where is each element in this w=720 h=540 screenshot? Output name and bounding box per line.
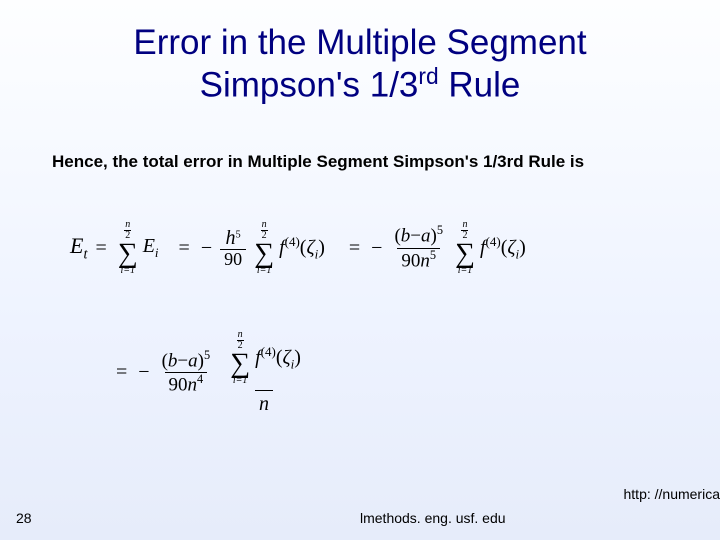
frac-ba5-90n5: (b−a)5 90n5 (390, 224, 447, 271)
body-text: Hence, the total error in Multiple Segme… (52, 152, 584, 172)
footer-url-right: http: //numerica (624, 486, 720, 502)
sum-2: n2 ∑ i=1 (254, 220, 274, 276)
formula-line-2: = − (b−a)5 90n4 n2 ∑ i=1 (110, 330, 308, 415)
minus-2: − (368, 237, 385, 260)
eq-2: = (161, 237, 196, 260)
f4-zeta-3: f(4)(ζi) (255, 345, 301, 372)
footer-url-center: lmethods. eng. usf. edu (360, 510, 506, 526)
eq-3: = (327, 237, 366, 260)
f4-zeta-2: f(4)(ζi) (480, 234, 526, 263)
slide: Error in the Multiple Segment Simpson's … (0, 0, 720, 540)
sum-4: n2 ∑ i=1 (230, 330, 250, 386)
title-line2-pre: Simpson's 1/3 (200, 66, 419, 105)
title-line2-post: Rule (439, 66, 521, 105)
term-Ei: Ei (143, 235, 159, 261)
slide-title: Error in the Multiple Segment Simpson's … (0, 0, 720, 106)
minus-3: − (135, 361, 152, 384)
sym-E: Et (70, 233, 87, 263)
formula-area: Et = n2 ∑ i=1 Ei = − h5 90 n2 ∑ i=1 f(4)… (70, 220, 670, 420)
frac-sum-over-n: n2 ∑ i=1 f(4)(ζi) n (223, 330, 305, 415)
title-sup: rd (418, 63, 438, 89)
frac-h5-90: h5 90 (220, 227, 246, 270)
sum-3: n2 ∑ i=1 (455, 220, 475, 276)
frac-ba5-90n4: (b−a)5 90n4 (158, 349, 215, 396)
eq-4: = (110, 361, 133, 384)
title-line1: Error in the Multiple Segment (133, 23, 586, 62)
minus-1: − (198, 237, 215, 260)
eq-1: = (89, 237, 112, 260)
sum-1: n2 ∑ i=1 (118, 220, 138, 276)
slide-number: 28 (16, 510, 32, 526)
formula-line-1: Et = n2 ∑ i=1 Ei = − h5 90 n2 ∑ i=1 f(4)… (70, 220, 526, 276)
f4-zeta-1: f(4)(ζi) (279, 234, 325, 263)
